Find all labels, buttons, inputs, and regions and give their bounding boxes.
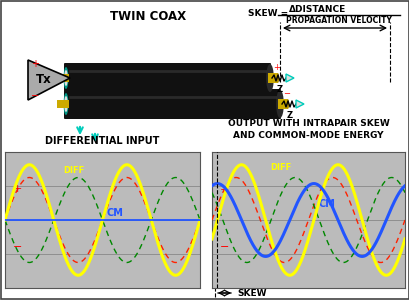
Bar: [57, 100, 69, 108]
Text: Z: Z: [276, 85, 282, 94]
Text: Z: Z: [286, 111, 292, 120]
Ellipse shape: [265, 64, 273, 92]
Text: −: −: [13, 242, 22, 252]
Text: −: −: [31, 91, 39, 101]
Text: DIFFERENTIAL INPUT: DIFFERENTIAL INPUT: [45, 136, 159, 146]
FancyBboxPatch shape: [64, 63, 270, 93]
Bar: [277, 99, 287, 109]
Ellipse shape: [65, 74, 67, 82]
Text: −: −: [282, 89, 289, 98]
Text: TWIN COAX: TWIN COAX: [110, 10, 186, 23]
Text: CM: CM: [106, 208, 123, 218]
Ellipse shape: [276, 73, 279, 83]
Text: SKEW =: SKEW =: [247, 9, 288, 18]
Bar: [57, 74, 69, 82]
Text: +: +: [31, 59, 39, 69]
FancyBboxPatch shape: [64, 89, 280, 119]
Text: ΔDISTANCE: ΔDISTANCE: [289, 5, 346, 14]
Ellipse shape: [286, 99, 288, 109]
Text: +: +: [219, 185, 229, 195]
Text: DIFF: DIFF: [63, 166, 85, 175]
Ellipse shape: [276, 90, 283, 118]
Text: CM: CM: [317, 199, 334, 209]
Text: Tx: Tx: [36, 74, 52, 86]
Text: SKEW: SKEW: [236, 289, 266, 298]
Text: PROPAGATION VELOCITY: PROPAGATION VELOCITY: [285, 16, 391, 25]
Polygon shape: [295, 100, 303, 108]
Ellipse shape: [64, 96, 67, 112]
Polygon shape: [285, 74, 293, 82]
Text: DIFF: DIFF: [269, 163, 290, 172]
Text: +: +: [272, 63, 279, 72]
Ellipse shape: [63, 93, 68, 115]
Bar: [267, 73, 277, 83]
Ellipse shape: [64, 70, 67, 86]
Polygon shape: [28, 60, 70, 100]
Text: +: +: [13, 184, 22, 194]
Ellipse shape: [65, 100, 67, 108]
Ellipse shape: [63, 67, 68, 89]
Text: OUTPUT WITH INTRAPAIR SKEW
AND COMMON-MODE ENERGY: OUTPUT WITH INTRAPAIR SKEW AND COMMON-MO…: [227, 119, 389, 140]
Text: −: −: [219, 242, 229, 252]
